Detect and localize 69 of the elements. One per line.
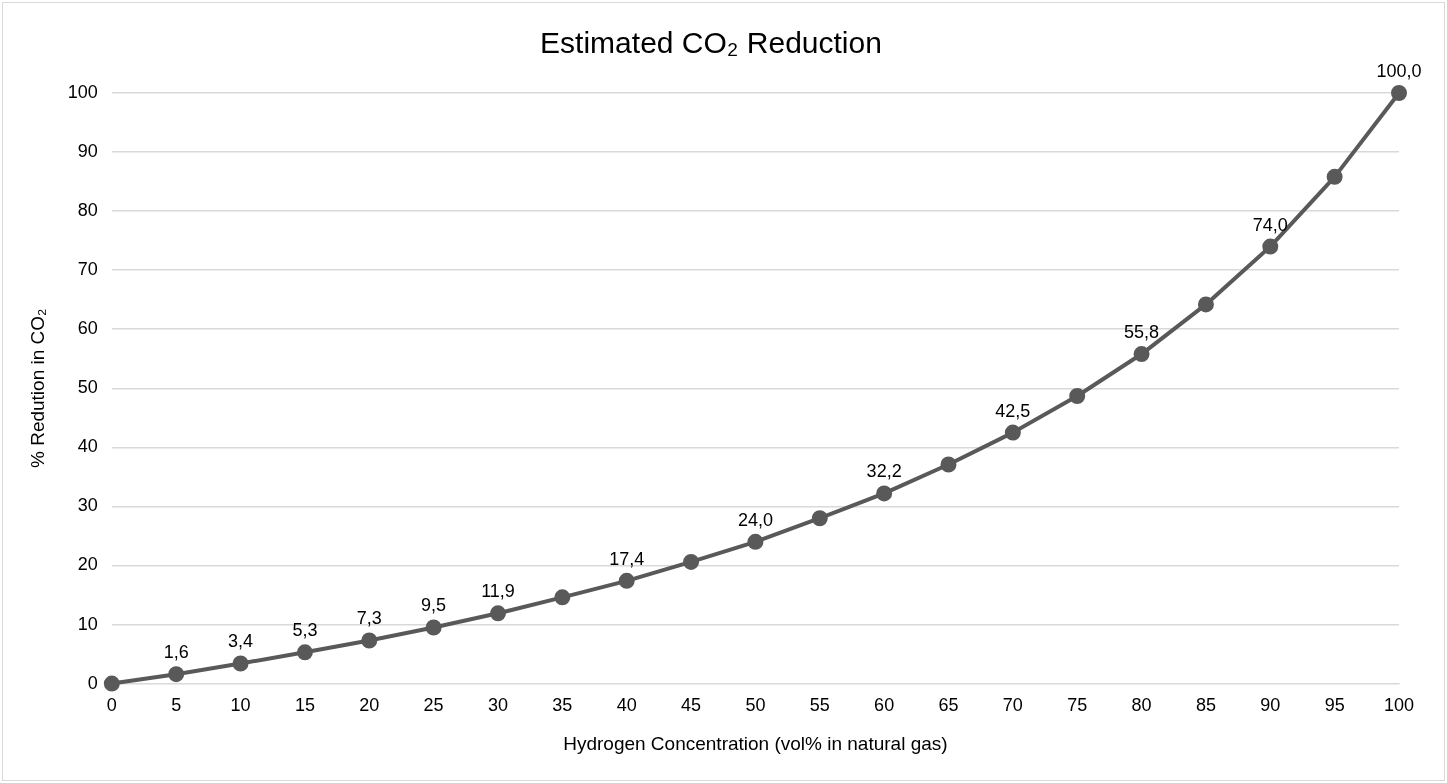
data-label: 100,0 — [1376, 60, 1422, 81]
data-label: 5,3 — [292, 620, 318, 641]
x-tick-label: 15 — [294, 695, 315, 716]
x-tick-label: 100 — [1383, 695, 1415, 716]
x-tick-label: 85 — [1195, 695, 1216, 716]
x-tick-label: 80 — [1131, 695, 1152, 716]
point — [1262, 238, 1279, 255]
y-tick-label: 10 — [77, 613, 98, 634]
x-tick-label: 20 — [359, 695, 380, 716]
data-label: 11,9 — [481, 581, 515, 602]
y-tick-label: 80 — [77, 200, 98, 221]
point — [1326, 168, 1343, 185]
data-label: 9,5 — [421, 595, 447, 616]
point — [1133, 346, 1150, 363]
point — [1197, 296, 1214, 313]
y-tick-label: 30 — [77, 495, 98, 516]
y-tick-label: 0 — [87, 672, 98, 693]
point — [811, 510, 828, 527]
data-label: 55,8 — [1124, 322, 1160, 343]
data-label: 32,2 — [866, 461, 902, 482]
y-tick-label: 60 — [77, 318, 98, 339]
y-tick-label: 70 — [77, 259, 98, 280]
x-tick-label: 10 — [230, 695, 251, 716]
data-label: 24,0 — [737, 509, 773, 530]
y-tick-label: 90 — [77, 141, 98, 162]
x-tick-label: 50 — [745, 695, 766, 716]
x-tick-label: 70 — [1002, 695, 1023, 716]
x-tick-label: 90 — [1260, 695, 1281, 716]
data-label: 3,4 — [228, 631, 254, 652]
data-label: 1,6 — [163, 642, 189, 663]
point — [296, 644, 313, 661]
point — [1069, 387, 1086, 404]
point — [1391, 85, 1407, 101]
x-tick-label: 25 — [423, 695, 444, 716]
x-tick-label: 45 — [681, 695, 702, 716]
point — [940, 456, 957, 473]
x-tick-label: 95 — [1324, 695, 1345, 716]
x-tick-label: 60 — [874, 695, 895, 716]
x-tick-label: 35 — [552, 695, 573, 716]
y-axis-title: % Redution in CO₂ — [26, 308, 48, 469]
data-label: 74,0 — [1252, 214, 1288, 235]
point — [1004, 424, 1021, 441]
x-tick-label: 5 — [171, 695, 182, 716]
x-tick-label: 40 — [616, 695, 637, 716]
x-tick-label: 75 — [1067, 695, 1088, 716]
data-label: 17,4 — [609, 548, 645, 569]
x-tick-label: 65 — [938, 695, 959, 716]
point — [425, 619, 442, 636]
point — [361, 632, 378, 649]
point — [489, 605, 506, 622]
point — [618, 572, 635, 589]
y-tick-label: 100 — [67, 81, 98, 102]
y-tick-label: 50 — [77, 377, 98, 398]
y-tick-label: 40 — [77, 436, 98, 457]
point — [103, 675, 120, 692]
data-label: 42,5 — [995, 400, 1031, 421]
point — [232, 655, 249, 672]
point — [747, 533, 764, 550]
chart-title: Estimated CO₂ Reduction — [540, 26, 882, 60]
point — [554, 589, 571, 606]
x-tick-label: 30 — [487, 695, 508, 716]
y-tick-label: 20 — [77, 554, 98, 575]
x-tick-label: 0 — [106, 695, 117, 716]
point — [683, 553, 700, 570]
point — [168, 666, 185, 683]
x-axis-title: Hydrogen Concentration (vol% in natural gas) — [563, 732, 948, 754]
data-label: 7,3 — [356, 608, 382, 629]
x-tick-label: 55 — [809, 695, 830, 716]
point — [876, 485, 893, 502]
